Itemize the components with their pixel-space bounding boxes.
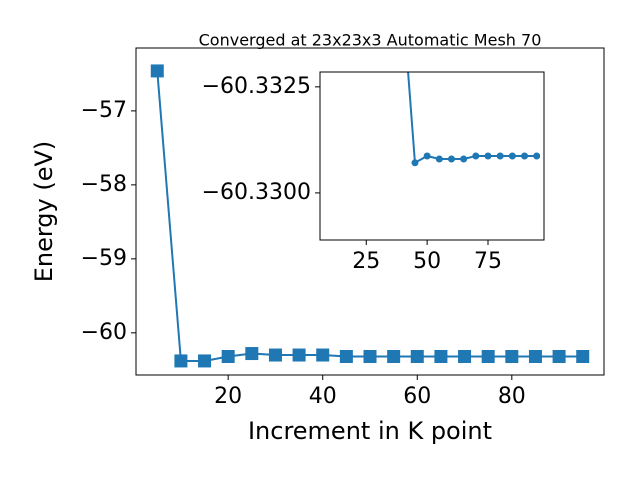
y-tick-label: −60.3325 <box>202 74 311 99</box>
y-tick-label: −57 <box>81 98 127 123</box>
marker <box>458 350 472 364</box>
y-tick-label: −58 <box>81 172 127 197</box>
y-tick-label: −59 <box>81 246 127 271</box>
marker <box>410 350 424 364</box>
marker <box>508 152 516 160</box>
chart-title: Converged at 23x23x3 Automatic Mesh 70 <box>199 31 542 50</box>
x-tick-label: 80 <box>498 384 526 409</box>
x-tick-label: 60 <box>403 384 431 409</box>
marker <box>363 350 377 364</box>
marker <box>198 354 212 368</box>
marker <box>521 152 529 160</box>
marker <box>481 350 495 364</box>
marker <box>528 350 542 364</box>
marker <box>174 354 188 368</box>
marker <box>150 64 164 78</box>
marker <box>447 155 455 163</box>
marker <box>505 350 519 364</box>
marker <box>411 159 419 167</box>
axes-frame <box>135 47 605 376</box>
marker <box>460 155 468 163</box>
x-tick-label: 20 <box>214 384 242 409</box>
marker <box>552 350 566 364</box>
marker <box>496 152 504 160</box>
marker <box>292 348 306 362</box>
marker <box>221 350 235 364</box>
marker <box>423 152 431 160</box>
series <box>407 72 541 167</box>
x-tick-label: 75 <box>474 249 502 274</box>
x-tick-label: 50 <box>413 249 441 274</box>
y-axis-label: Energy (eV) <box>30 141 58 283</box>
axes-frame <box>319 71 545 241</box>
x-axis-label: Increment in K point <box>248 417 492 445</box>
marker <box>472 152 480 160</box>
marker <box>245 347 259 361</box>
y-tick-label: −60 <box>81 320 127 345</box>
y-tick-label: −60.3300 <box>202 180 311 205</box>
marker <box>339 350 353 364</box>
series <box>150 64 590 368</box>
x-tick-label: 40 <box>309 384 337 409</box>
marker <box>268 348 282 362</box>
x-tick-label: 25 <box>352 249 380 274</box>
marker <box>434 350 448 364</box>
marker <box>484 152 492 160</box>
marker <box>387 350 401 364</box>
marker <box>576 350 590 364</box>
marker <box>435 155 443 163</box>
marker <box>316 348 330 362</box>
marker <box>533 152 541 160</box>
